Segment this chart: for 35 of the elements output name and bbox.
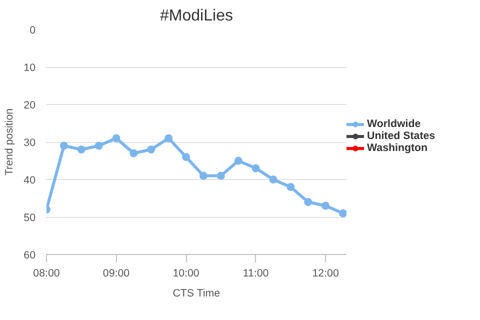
- point: [252, 164, 260, 172]
- x-tick-label: 12:00: [312, 268, 339, 280]
- point: [269, 176, 278, 184]
- legend-label: Washington: [367, 142, 428, 154]
- x-tick-label: 10:00: [172, 268, 200, 280]
- x-tick-label: 11:00: [242, 268, 269, 280]
- legend-label: United States: [367, 130, 436, 142]
- y-tick-label: 30: [24, 137, 36, 149]
- y-tick-label: 20: [24, 100, 36, 112]
- point: [339, 209, 346, 218]
- y-tick-label: 60: [24, 250, 36, 262]
- point: [304, 198, 312, 206]
- point: [77, 146, 86, 154]
- point: [130, 149, 138, 158]
- point: [60, 142, 68, 150]
- y-axis-title: Trend position: [4, 108, 16, 176]
- point: [199, 172, 208, 180]
- x-tick-label: 08:00: [33, 268, 60, 280]
- x-axis-title: CTS Time: [172, 288, 220, 300]
- point: [216, 172, 225, 180]
- chart-title: #ModiLies: [160, 8, 233, 24]
- legend-label: Worldwide: [367, 118, 421, 130]
- point: [182, 153, 190, 161]
- y-tick-label: 10: [24, 62, 36, 74]
- y-tick-label: 0: [30, 24, 36, 36]
- point: [234, 156, 242, 165]
- point: [322, 202, 330, 210]
- x-tick-label: 09:00: [102, 268, 130, 280]
- point: [94, 142, 103, 150]
- point: [112, 134, 120, 142]
- point: [147, 146, 156, 154]
- y-tick-label: 40: [24, 174, 36, 186]
- point: [164, 134, 173, 142]
- y-tick-label: 50: [24, 212, 36, 224]
- point: [286, 183, 295, 191]
